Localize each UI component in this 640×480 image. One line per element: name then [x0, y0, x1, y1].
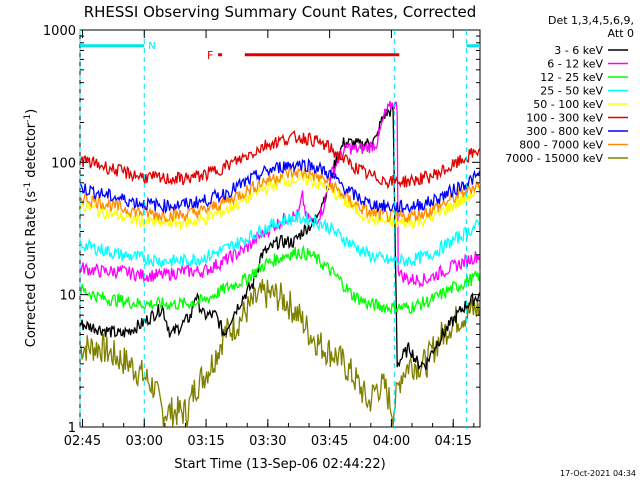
footer-timestamp: 17-Oct-2021 04:34 [560, 469, 636, 478]
plot-area: NF 02:45 03:00 03:15 03:30 03:45 04:00 04:15 1… [43, 24, 481, 449]
legend-label: 800 - 7000 keV [519, 139, 603, 152]
legend-label: 50 - 100 keV [533, 98, 603, 111]
x-tick-label: 04:00 [373, 434, 410, 449]
y-tick-label: 1000 [43, 24, 76, 39]
y-axis-label-sup1: -1 [23, 182, 33, 191]
legend-label: 7000 - 15000 keV [505, 152, 603, 165]
x-tick-label: 03:15 [187, 434, 224, 449]
series-line [79, 279, 481, 428]
series-line [79, 210, 480, 270]
legend-label: 3 - 6 keV [554, 44, 603, 57]
series-line [79, 157, 481, 215]
y-axis-label-main: Corrected Count Rate (s [24, 191, 39, 348]
y-axis-label-mid: detector [24, 122, 39, 182]
y-axis-label-sup2: -1 [23, 114, 33, 123]
legend-label: 6 - 12 keV [547, 58, 603, 71]
y-axis-label-end: ) [24, 109, 39, 114]
legend-label: 25 - 50 keV [540, 85, 603, 98]
legend-label: 12 - 25 keV [540, 71, 603, 84]
legend-label: 300 - 800 keV [526, 125, 603, 138]
x-tick-label: 03:00 [126, 434, 163, 449]
night-label: N [148, 41, 155, 52]
series-line [79, 244, 481, 316]
legend-header-line2: Att 0 [608, 27, 634, 40]
legend-label: 100 - 300 keV [526, 112, 603, 125]
x-axis-label: Start Time (13-Sep-06 02:44:22) [174, 457, 385, 472]
series-line [79, 100, 481, 289]
y-tick-label: 10 [59, 289, 76, 304]
x-tick-label: 03:45 [311, 434, 348, 449]
flags-layer: NF [79, 30, 480, 427]
series-line [79, 102, 481, 371]
chart-title: RHESSI Observing Summary Count Rates, Co… [84, 3, 477, 21]
series-line [79, 129, 481, 190]
x-tick-label: 04:15 [434, 434, 471, 449]
y-axis-label: Corrected Count Rate (s-1 detector-1) [23, 109, 39, 347]
y-tick-label: 1 [68, 421, 76, 436]
x-axis: 02:45 03:00 03:15 03:30 03:45 04:00 04:15 [64, 30, 475, 449]
legend-header-line1: Det 1,3,4,5,6,9, [548, 14, 634, 27]
y-axis: 1 10 100 1000 [43, 24, 480, 436]
y-tick-label: 100 [51, 156, 76, 171]
flare-label: F [207, 49, 213, 62]
x-tick-label: 02:45 [64, 434, 101, 449]
series-layer [79, 100, 481, 428]
x-tick-label: 03:30 [249, 434, 286, 449]
